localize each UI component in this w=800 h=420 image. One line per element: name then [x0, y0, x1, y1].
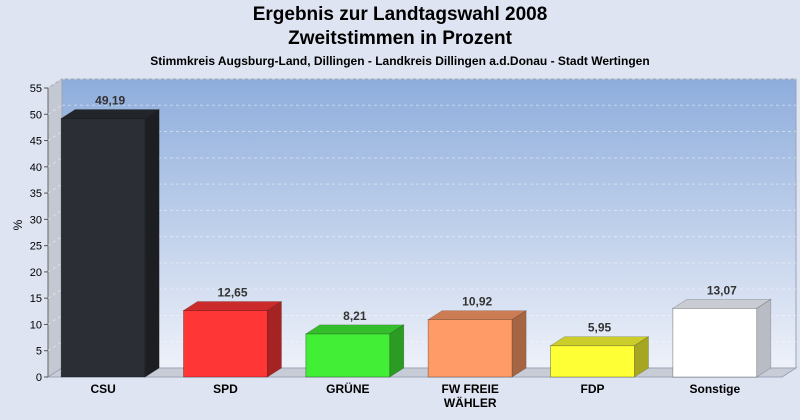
data-label: 13,07 — [707, 283, 737, 297]
gridline-side — [47, 341, 63, 352]
data-label: 8,21 — [343, 309, 367, 323]
bar-top — [549, 336, 650, 347]
x-tick-label: FDP — [581, 382, 605, 396]
bar — [672, 307, 758, 378]
bar-top — [427, 310, 528, 320]
data-label: 10,92 — [462, 295, 492, 309]
y-tick-label: 30 — [30, 214, 42, 226]
bar-side — [634, 336, 649, 378]
data-label: 12,65 — [217, 286, 247, 300]
chart-caption: Stimmkreis Augsburg-Land, Dillingen - La… — [150, 54, 650, 68]
chart-subtitle: Zweitstimmen in Prozent — [288, 28, 512, 49]
gridline-side — [47, 262, 63, 273]
y-tick-label: 10 — [30, 319, 42, 331]
y-tick-label: 20 — [30, 267, 42, 279]
gridline-side — [47, 104, 63, 115]
y-tick-label: 5 — [36, 346, 42, 358]
y-tick-label: 0 — [36, 372, 42, 384]
data-label: 5,95 — [588, 321, 612, 335]
y-tick-label: 40 — [30, 162, 42, 174]
bar — [183, 310, 268, 378]
y-tick-label: 55 — [30, 83, 42, 95]
bar — [427, 319, 513, 378]
plot-side-wall — [47, 78, 63, 378]
y-tick-label: 50 — [30, 109, 42, 121]
y-tick-label: 15 — [30, 293, 42, 305]
x-tick-label: SPD — [213, 382, 238, 396]
gridline-side — [47, 131, 63, 141]
bar-top — [60, 109, 161, 119]
bar-side — [267, 300, 282, 378]
gridline-side — [47, 183, 63, 194]
x-tick-label: GRÜNE — [326, 381, 369, 396]
data-label: 49,19 — [95, 94, 125, 108]
chart-title: Ergebnis zur Landtagswahl 2008 — [252, 4, 548, 25]
y-tick-label: 35 — [30, 188, 42, 200]
bar-top — [671, 299, 772, 309]
gridline-side — [47, 236, 63, 247]
gridline-side — [47, 288, 63, 299]
x-tick-label: FW FREIE WÄHLER — [442, 382, 499, 410]
bar — [305, 333, 391, 378]
y-tick-label: 25 — [30, 241, 42, 253]
x-tick-label: Sonstige — [689, 382, 740, 396]
bar-side — [511, 310, 527, 378]
bar — [550, 345, 635, 378]
bar-top — [304, 324, 405, 335]
gridline-side — [47, 315, 63, 325]
bar-side — [389, 324, 405, 378]
y-axis-label: % — [11, 219, 25, 230]
y-tick-label: 45 — [30, 136, 42, 148]
bar-side — [144, 108, 160, 378]
gridline-side — [47, 78, 63, 89]
x-tick-label: CSU — [90, 382, 115, 396]
bar-side — [756, 298, 772, 378]
gridline-side — [47, 209, 63, 220]
bar — [60, 118, 146, 378]
gridline-side — [47, 157, 63, 168]
bar-top — [182, 301, 283, 311]
